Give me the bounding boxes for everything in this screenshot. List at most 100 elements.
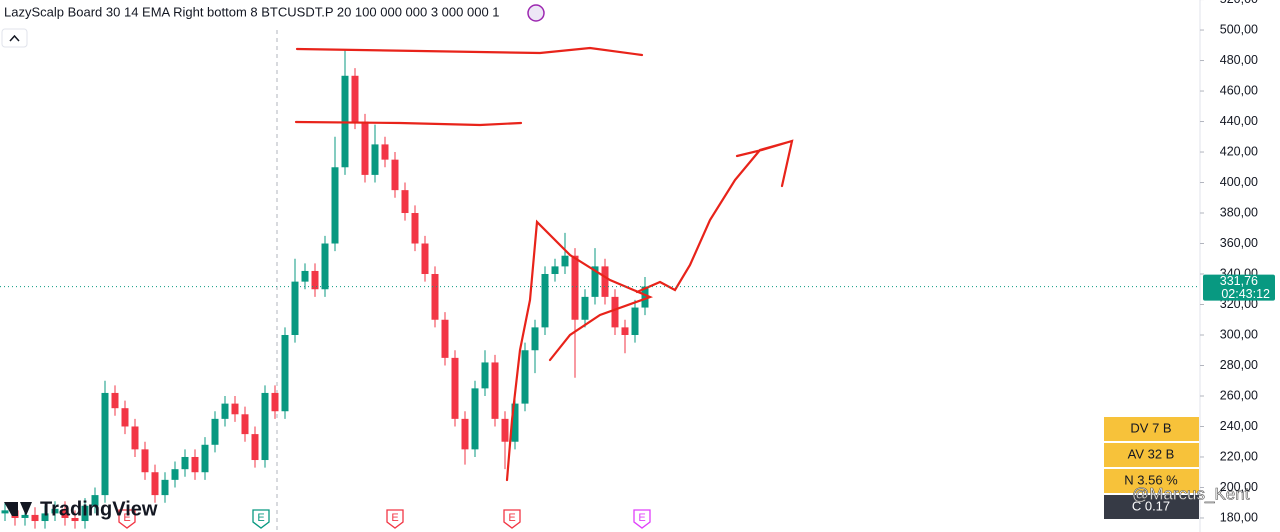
- y-tick-label: 220,00: [1220, 449, 1258, 463]
- candle-body: [371, 144, 379, 175]
- candle-body: [331, 167, 339, 244]
- candle-body: [41, 513, 49, 522]
- arrow: [635, 139, 794, 294]
- candle-body: [231, 403, 239, 415]
- event-label: E: [638, 512, 645, 524]
- indicator-header: LazyScalp Board 30 14 EMA Right bottom 8…: [4, 4, 500, 19]
- candle-body: [441, 319, 449, 358]
- candle-body: [351, 75, 359, 122]
- candle-body: [421, 243, 429, 275]
- y-tick-label: 300,00: [1220, 327, 1258, 341]
- candle-body: [61, 508, 69, 518]
- logo-text: TradingView: [40, 498, 158, 520]
- event-marker: [503, 509, 521, 529]
- settings-icon[interactable]: [527, 4, 545, 22]
- watermark: @Marcus_Kent: [1132, 484, 1250, 503]
- candle-body: [21, 514, 29, 518]
- collapse-button[interactable]: [1, 28, 28, 48]
- last-price-badge: [1203, 274, 1275, 301]
- candle-body: [121, 408, 129, 427]
- y-tick-label: 360,00: [1220, 236, 1258, 250]
- candle-body: [151, 472, 159, 496]
- candle-body: [431, 274, 439, 320]
- info-box: [1104, 495, 1199, 519]
- candle-body: [271, 392, 279, 412]
- candle-body: [51, 508, 59, 514]
- candle-body: [171, 469, 179, 480]
- y-tick-label: 460,00: [1220, 83, 1258, 97]
- y-tick-label: 420,00: [1220, 144, 1258, 158]
- triangle: [505, 219, 654, 482]
- event-label: E: [123, 512, 130, 524]
- event-marker: [252, 509, 270, 529]
- candle-body: [211, 418, 219, 445]
- candle-body: [601, 266, 609, 297]
- candle-body: [291, 281, 299, 335]
- plot: [1, 49, 649, 529]
- candle-body: [401, 190, 409, 214]
- event-marker: [386, 509, 404, 529]
- candle-body: [251, 434, 259, 461]
- candle-body: [101, 392, 109, 496]
- candle-body: [221, 403, 229, 419]
- y-tick-label: 480,00: [1220, 53, 1258, 67]
- candle-body: [361, 121, 369, 175]
- candle-body: [261, 392, 269, 461]
- event-label: E: [508, 512, 515, 524]
- candle-body: [591, 266, 599, 297]
- candle-body: [321, 243, 329, 290]
- candle-body: [481, 362, 489, 389]
- candle-body: [31, 514, 39, 522]
- candle-body: [411, 213, 419, 244]
- candle-body: [141, 449, 149, 473]
- candle-body: [621, 327, 629, 335]
- info-box-label: AV 32 B: [1128, 446, 1175, 461]
- candle-body: [241, 414, 249, 435]
- candle-body: [111, 392, 119, 409]
- collapse-icon: [9, 34, 20, 42]
- candle-body: [1, 510, 9, 514]
- candle-body: [561, 255, 569, 267]
- y-tick-label: 380,00: [1220, 205, 1258, 219]
- y-tick-label: 400,00: [1220, 175, 1258, 189]
- candle-body: [501, 418, 509, 442]
- candle-body: [181, 456, 189, 470]
- resistance-line: [295, 46, 644, 57]
- candle-body: [491, 362, 499, 419]
- info-box: [1104, 417, 1199, 441]
- candle-body: [301, 270, 309, 282]
- info-box: [1104, 469, 1199, 493]
- info-box-label: C 0.17: [1132, 498, 1170, 513]
- info-box-label: DV 7 B: [1130, 420, 1171, 435]
- event-label: E: [391, 512, 398, 524]
- candle-body: [541, 274, 549, 328]
- candle-body: [311, 270, 319, 290]
- y-tick-label: 520,00: [1220, 0, 1258, 6]
- candle-body: [81, 505, 89, 522]
- y-tick-label: 240,00: [1220, 419, 1258, 433]
- candle-body: [281, 334, 289, 412]
- candle-body: [611, 296, 619, 328]
- info-box-label: N 3.56 %: [1124, 472, 1178, 487]
- candle-body: [201, 444, 209, 473]
- event-marker: [118, 509, 136, 529]
- support-line: [294, 120, 523, 127]
- candle-body: [71, 517, 79, 522]
- candle-body: [641, 286, 649, 308]
- candle-body: [161, 479, 169, 496]
- candle-body: [631, 307, 639, 335]
- logo-icon: [4, 502, 32, 516]
- candle-body: [381, 144, 389, 160]
- y-tick-label: 500,00: [1220, 22, 1258, 36]
- y-tick-label: 440,00: [1220, 114, 1258, 128]
- y-tick-label: 280,00: [1220, 358, 1258, 372]
- y-tick-label: 180,00: [1220, 510, 1258, 524]
- info-boxes: DV 7 B AV 32 B N 3.56 % C 0.17: [1104, 417, 1199, 519]
- drawings: [294, 46, 794, 482]
- candle-body: [191, 456, 199, 473]
- candle-body: [511, 403, 519, 442]
- candle-body: [571, 255, 579, 320]
